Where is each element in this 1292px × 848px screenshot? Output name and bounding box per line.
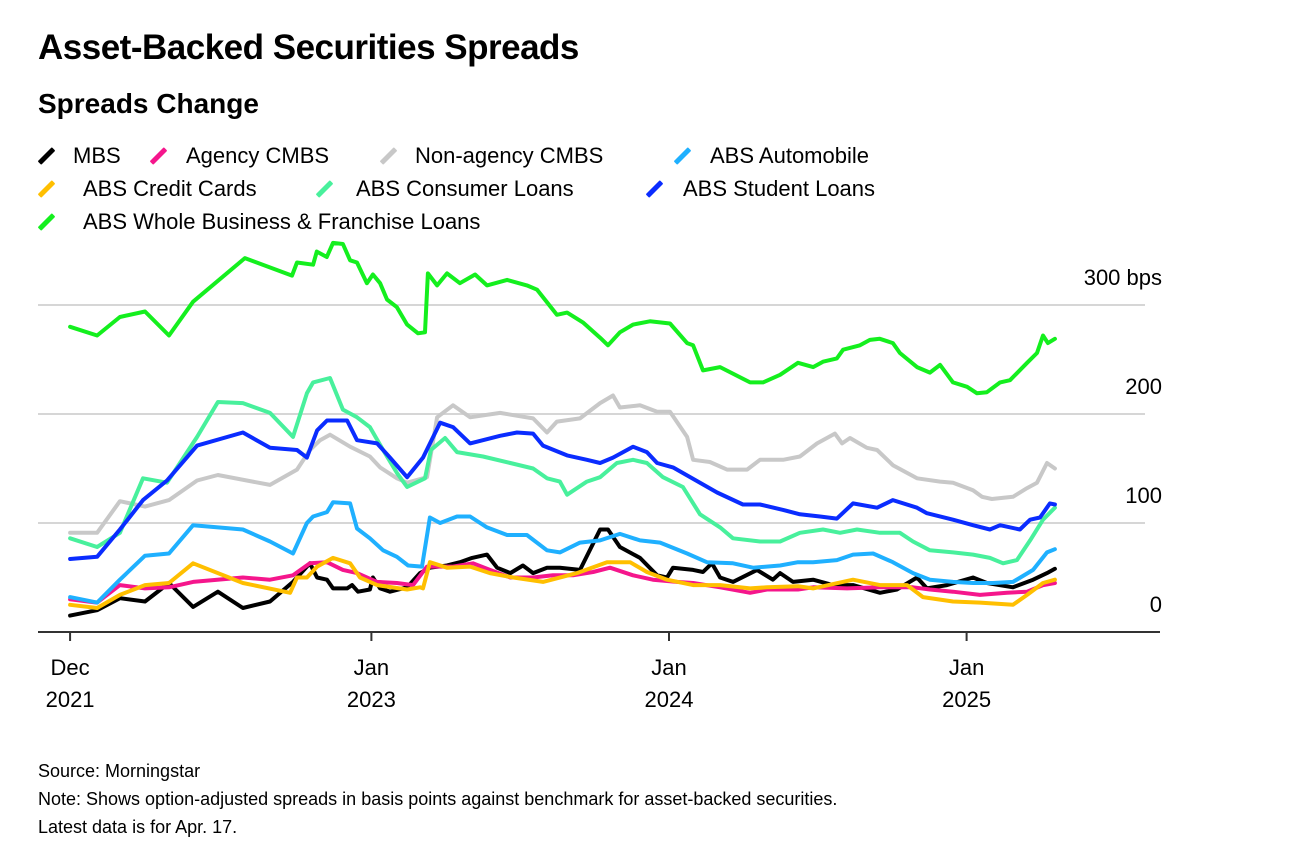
x-tick-year: 2021 — [45, 687, 95, 712]
footnote: Note: Shows option-adjusted spreads in b… — [38, 789, 838, 809]
series-line-abs-automobile — [68, 500, 1057, 605]
x-tick-month: Jan — [948, 655, 985, 680]
x-tick-year: 2025 — [942, 687, 992, 712]
legend-label: ABS Student Loans — [683, 176, 876, 201]
legend-label: ABS Consumer Loans — [356, 176, 574, 201]
legend-label: ABS Credit Cards — [83, 176, 257, 201]
legend-label: Agency CMBS — [186, 143, 330, 168]
series-line-non-agency-cmbs — [68, 393, 1057, 535]
legend-label: ABS Whole Business & Franchise Loans — [83, 209, 481, 234]
legend-label: ABS Automobile — [710, 143, 869, 168]
y-tick-label: 0 — [1149, 592, 1162, 617]
series-line-abs-student-loans — [68, 418, 1057, 561]
legend-label: Non-agency CMBS — [415, 143, 604, 168]
y-tick-label: 300 bps — [1083, 265, 1162, 290]
y-tick-label: 100 — [1125, 483, 1162, 508]
series-line-abs-consumer-loans — [68, 376, 1057, 566]
x-tick-year: 2023 — [346, 687, 396, 712]
x-tick-month: Dec — [50, 655, 90, 680]
x-tick-label: Jan 2024 — [619, 652, 719, 716]
legend-label: MBS — [73, 143, 121, 168]
x-tick-label: Jan 2025 — [917, 652, 1017, 716]
x-tick-label: Dec 2021 — [20, 652, 120, 716]
series-line-agency-cmbs — [68, 560, 1057, 605]
y-tick-label: 200 — [1125, 374, 1162, 399]
series-line-abs-whole-business-franchise-loans — [68, 240, 1057, 396]
chart-title: Asset-Backed Securities Spreads — [38, 28, 579, 67]
x-tick-month: Jan — [353, 655, 390, 680]
series-line-abs-credit-cards — [68, 555, 1057, 610]
x-tick-year: 2024 — [644, 687, 694, 712]
source-note: Source: Morningstar — [38, 761, 201, 781]
x-tick-month: Jan — [651, 655, 687, 680]
chart-subtitle: Spreads Change — [38, 88, 259, 119]
x-tick-label: Jan 2023 — [321, 652, 421, 716]
latest-data-note: Latest data is for Apr. 17. — [38, 817, 238, 837]
